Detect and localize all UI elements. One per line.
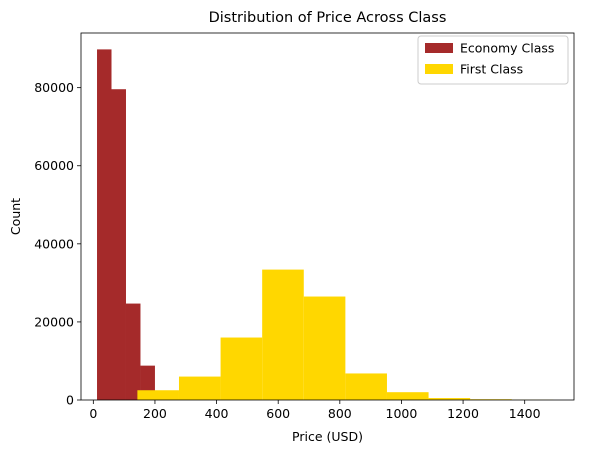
y-axis-ticks: 0 20000 40000 60000 80000 bbox=[34, 80, 81, 408]
histogram-bar-series1-bin5 bbox=[345, 373, 387, 400]
y-axis-title: Count bbox=[8, 198, 23, 235]
x-axis-ticks: 0 200 400 600 800 1000 1200 1400 bbox=[89, 400, 541, 421]
x-tick-label: 800 bbox=[328, 406, 352, 421]
x-axis-title: Price (USD) bbox=[292, 429, 363, 444]
histogram-bar-series0-bin2 bbox=[125, 303, 141, 400]
histogram-bar-series1-bin6 bbox=[386, 392, 429, 400]
x-tick-label: 1400 bbox=[509, 406, 541, 421]
plot-area bbox=[97, 49, 554, 400]
histogram-bar-series1-bin4 bbox=[303, 296, 346, 400]
x-tick-label: 0 bbox=[89, 406, 97, 421]
histogram-bar-series0-bin1 bbox=[111, 89, 126, 400]
legend: Economy Class First Class bbox=[417, 35, 569, 85]
y-tick-label: 0 bbox=[66, 393, 74, 408]
histogram-bar-series1-bin1 bbox=[178, 376, 221, 400]
legend-label: Economy Class bbox=[460, 41, 554, 56]
histogram-bar-series1-bin7 bbox=[428, 398, 471, 400]
histogram-bar-series1-bin0 bbox=[137, 390, 179, 400]
histogram-bar-series1-bin2 bbox=[220, 337, 263, 400]
x-tick-label: 400 bbox=[205, 406, 229, 421]
x-tick-label: 600 bbox=[266, 406, 290, 421]
x-tick-label: 1000 bbox=[386, 406, 418, 421]
histogram-bar-series0-bin0 bbox=[97, 49, 112, 400]
legend-swatch bbox=[425, 64, 453, 74]
y-tick-label: 20000 bbox=[34, 314, 74, 329]
y-tick-label: 80000 bbox=[34, 80, 74, 95]
plot-frame bbox=[80, 32, 575, 401]
legend-swatch bbox=[425, 43, 453, 53]
histogram-bar-series1-bin3 bbox=[262, 269, 304, 400]
legend-box bbox=[417, 35, 569, 85]
legend-label: First Class bbox=[460, 62, 523, 77]
x-tick-label: 1200 bbox=[447, 406, 479, 421]
y-tick-label: 60000 bbox=[34, 158, 74, 173]
x-tick-label: 200 bbox=[143, 406, 167, 421]
y-tick-label: 40000 bbox=[34, 236, 74, 251]
chart-title: Distribution of Price Across Class bbox=[209, 10, 447, 26]
